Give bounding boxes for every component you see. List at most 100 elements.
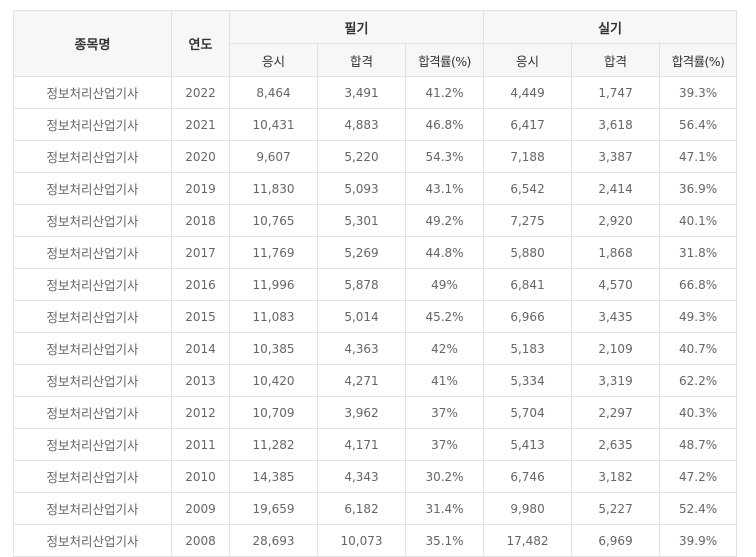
cell-year: 2013 bbox=[171, 364, 230, 397]
cell-written-pass: 5,301 bbox=[317, 204, 406, 237]
cell-practical-rate: 66.8% bbox=[659, 268, 738, 301]
header-practical-pass: 합격 bbox=[571, 43, 661, 77]
cell-subject: 정보처리산업기사 bbox=[13, 236, 172, 269]
cell-subject: 정보처리산업기사 bbox=[13, 108, 172, 141]
cell-written-apply: 11,083 bbox=[229, 300, 318, 333]
cell-written-rate: 35.1% bbox=[404, 524, 485, 557]
cell-year: 2017 bbox=[171, 236, 230, 269]
cell-practical-rate: 62.2% bbox=[659, 364, 738, 397]
cell-subject: 정보처리산업기사 bbox=[13, 460, 172, 493]
cell-written-pass: 10,073 bbox=[317, 524, 406, 557]
header-written-rate: 합격률(%) bbox=[404, 43, 485, 77]
cell-written-rate: 49.2% bbox=[404, 204, 485, 237]
cell-practical-pass: 3,319 bbox=[571, 364, 661, 397]
cell-written-apply: 19,659 bbox=[229, 492, 318, 525]
cell-written-rate: 54.3% bbox=[404, 140, 485, 173]
header-practical: 실기 bbox=[483, 10, 738, 44]
cell-written-rate: 37% bbox=[404, 396, 485, 429]
table-header: 종목명 연도 필기 실기 응시 합격 합격률(%) 응시 합격 합격률(%) bbox=[13, 10, 738, 77]
cell-written-apply: 11,769 bbox=[229, 236, 318, 269]
cell-subject: 정보처리산업기사 bbox=[13, 268, 172, 301]
cell-written-apply: 14,385 bbox=[229, 460, 318, 493]
cell-written-rate: 44.8% bbox=[404, 236, 485, 269]
stats-table-container: 종목명 연도 필기 실기 응시 합격 합격률(%) 응시 합격 합격률(%) 정… bbox=[13, 10, 738, 557]
cell-subject: 정보처리산업기사 bbox=[13, 364, 172, 397]
cell-written-rate: 41.2% bbox=[404, 76, 485, 109]
cell-year: 2010 bbox=[171, 460, 230, 493]
cell-written-pass: 4,343 bbox=[317, 460, 406, 493]
cell-year: 2009 bbox=[171, 492, 230, 525]
cell-written-rate: 49% bbox=[404, 268, 485, 301]
cell-subject: 정보처리산업기사 bbox=[13, 332, 172, 365]
cell-subject: 정보처리산업기사 bbox=[13, 524, 172, 557]
cell-year: 2014 bbox=[171, 332, 230, 365]
cell-written-apply: 10,709 bbox=[229, 396, 318, 429]
cell-written-pass: 3,491 bbox=[317, 76, 406, 109]
cell-subject: 정보처리산업기사 bbox=[13, 76, 172, 109]
header-subject: 종목명 bbox=[13, 10, 172, 77]
cell-practical-apply: 17,482 bbox=[483, 524, 573, 557]
cell-subject: 정보처리산업기사 bbox=[13, 172, 172, 205]
cell-practical-rate: 47.1% bbox=[659, 140, 738, 173]
cell-written-apply: 8,464 bbox=[229, 76, 318, 109]
cell-practical-rate: 48.7% bbox=[659, 428, 738, 461]
table-row: 정보처리산업기사 2020 9,607 5,220 54.3% 7,188 3,387 47.… bbox=[13, 140, 738, 173]
table-row: 정보처리산업기사 2015 11,083 5,014 45.2% 6,966 3,435 49… bbox=[13, 300, 738, 333]
table-row: 정보처리산업기사 2009 19,659 6,182 31.4% 9,980 5,227 52… bbox=[13, 492, 738, 525]
cell-practical-apply: 5,183 bbox=[483, 332, 573, 365]
cell-practical-pass: 6,969 bbox=[571, 524, 661, 557]
cell-practical-pass: 1,868 bbox=[571, 236, 661, 269]
table-row: 정보처리산업기사 2021 10,431 4,883 46.8% 6,417 3,618 56… bbox=[13, 108, 738, 141]
cell-written-apply: 10,385 bbox=[229, 332, 318, 365]
cell-written-apply: 10,765 bbox=[229, 204, 318, 237]
cell-practical-pass: 4,570 bbox=[571, 268, 661, 301]
cell-written-apply: 9,607 bbox=[229, 140, 318, 173]
table-row: 정보처리산업기사 2012 10,709 3,962 37% 5,704 2,297 40.3… bbox=[13, 396, 738, 429]
table-row: 정보처리산업기사 2016 11,996 5,878 49% 6,841 4,570 66.8… bbox=[13, 268, 738, 301]
cell-practical-rate: 49.3% bbox=[659, 300, 738, 333]
table-row: 정보처리산업기사 2014 10,385 4,363 42% 5,183 2,109 40.7… bbox=[13, 332, 738, 365]
cell-written-rate: 46.8% bbox=[404, 108, 485, 141]
cell-practical-rate: 36.9% bbox=[659, 172, 738, 205]
cell-practical-rate: 56.4% bbox=[659, 108, 738, 141]
cell-year: 2019 bbox=[171, 172, 230, 205]
cell-practical-pass: 2,297 bbox=[571, 396, 661, 429]
cell-practical-pass: 3,618 bbox=[571, 108, 661, 141]
cell-practical-pass: 2,109 bbox=[571, 332, 661, 365]
cell-written-apply: 10,431 bbox=[229, 108, 318, 141]
table-row: 정보처리산업기사 2013 10,420 4,271 41% 5,334 3,319 62.2… bbox=[13, 364, 738, 397]
cell-practical-pass: 2,635 bbox=[571, 428, 661, 461]
cell-practical-apply: 4,449 bbox=[483, 76, 573, 109]
cell-practical-apply: 6,841 bbox=[483, 268, 573, 301]
header-written-apply: 응시 bbox=[229, 43, 318, 77]
cell-subject: 정보처리산업기사 bbox=[13, 492, 172, 525]
cell-practical-rate: 31.8% bbox=[659, 236, 738, 269]
cell-practical-pass: 5,227 bbox=[571, 492, 661, 525]
cell-practical-apply: 6,417 bbox=[483, 108, 573, 141]
cell-year: 2021 bbox=[171, 108, 230, 141]
cell-practical-rate: 40.7% bbox=[659, 332, 738, 365]
cell-written-pass: 6,182 bbox=[317, 492, 406, 525]
cell-written-apply: 11,282 bbox=[229, 428, 318, 461]
cell-year: 2015 bbox=[171, 300, 230, 333]
cell-written-pass: 5,269 bbox=[317, 236, 406, 269]
cell-written-pass: 5,878 bbox=[317, 268, 406, 301]
cell-subject: 정보처리산업기사 bbox=[13, 428, 172, 461]
cell-practical-apply: 7,275 bbox=[483, 204, 573, 237]
cell-written-pass: 4,171 bbox=[317, 428, 406, 461]
cell-written-pass: 5,220 bbox=[317, 140, 406, 173]
cell-written-pass: 4,363 bbox=[317, 332, 406, 365]
cell-written-pass: 5,014 bbox=[317, 300, 406, 333]
cell-written-rate: 45.2% bbox=[404, 300, 485, 333]
cell-practical-pass: 1,747 bbox=[571, 76, 661, 109]
cell-written-rate: 42% bbox=[404, 332, 485, 365]
cell-practical-pass: 3,387 bbox=[571, 140, 661, 173]
cell-practical-apply: 6,746 bbox=[483, 460, 573, 493]
cell-written-rate: 31.4% bbox=[404, 492, 485, 525]
cell-written-rate: 41% bbox=[404, 364, 485, 397]
table-row: 정보처리산업기사 2008 28,693 10,073 35.1% 17,482 6,969… bbox=[13, 524, 738, 557]
cell-practical-apply: 5,880 bbox=[483, 236, 573, 269]
cell-subject: 정보처리산업기사 bbox=[13, 140, 172, 173]
table-row: 정보처리산업기사 2017 11,769 5,269 44.8% 5,880 1,868 31… bbox=[13, 236, 738, 269]
cell-written-apply: 11,996 bbox=[229, 268, 318, 301]
